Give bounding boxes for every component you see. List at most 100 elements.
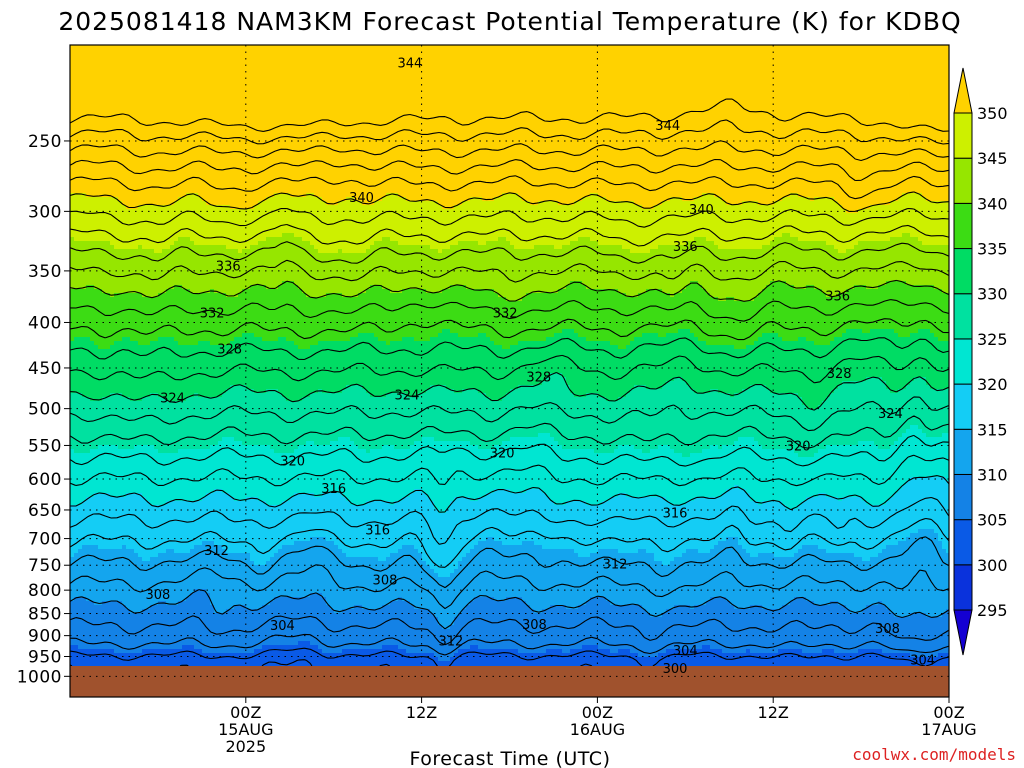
field-cell: [270, 197, 275, 238]
field-cell: [582, 285, 587, 338]
field-cell: [126, 609, 131, 654]
field-cell: [214, 545, 219, 614]
field-cell: [602, 197, 607, 246]
field-cell: [482, 393, 487, 450]
field-cell: [934, 245, 939, 290]
field-cell: [490, 649, 495, 670]
field-cell: [334, 253, 339, 294]
field-cell: [882, 241, 887, 286]
field-cell: [602, 245, 607, 290]
field-cell: [738, 489, 743, 546]
field-cell: [606, 45, 611, 202]
field-cell: [890, 45, 895, 202]
field-cell: [222, 393, 227, 438]
field-cell: [606, 245, 611, 290]
field-cell: [494, 45, 499, 198]
field-cell: [378, 449, 383, 502]
field-cell: [82, 193, 87, 242]
field-cell: [786, 557, 791, 606]
field-cell: [738, 45, 743, 206]
field-cell: [378, 501, 383, 562]
field-cell: [286, 281, 291, 342]
field-cell: [282, 545, 287, 598]
field-cell: [766, 45, 771, 206]
field-cell: [482, 541, 487, 598]
field-cell: [662, 293, 667, 338]
field-cell: [118, 393, 123, 450]
field-cell: [926, 329, 931, 386]
field-cell: [82, 649, 87, 670]
field-cell: [418, 393, 423, 442]
field-cell: [934, 657, 939, 670]
field-cell: [198, 45, 203, 198]
field-cell: [570, 45, 575, 206]
field-cell: [78, 597, 83, 650]
field-cell: [86, 545, 91, 602]
field-cell: [570, 649, 575, 670]
field-cell: [442, 329, 447, 386]
field-cell: [734, 537, 739, 610]
field-cell: [794, 289, 799, 342]
field-cell: [294, 285, 299, 346]
field-cell: [370, 45, 375, 206]
field-cell: [146, 609, 151, 650]
field-cell: [514, 345, 519, 390]
field-cell: [182, 237, 187, 290]
field-cell: [726, 489, 731, 538]
field-cell: [786, 605, 791, 650]
field-cell: [662, 497, 667, 566]
field-cell: [402, 649, 407, 670]
field-cell: [150, 557, 155, 606]
field-cell: [482, 289, 487, 334]
field-cell: [258, 45, 263, 202]
field-cell: [162, 649, 167, 670]
field-cell: [598, 453, 603, 506]
field-cell: [670, 505, 675, 562]
field-cell: [342, 553, 347, 610]
colorbar-box: [953, 248, 973, 295]
field-cell: [262, 501, 267, 566]
field-cell: [694, 497, 699, 550]
field-cell: [310, 645, 315, 670]
field-cell: [150, 393, 155, 446]
field-cell: [738, 249, 743, 302]
field-cell: [90, 45, 95, 198]
field-cell: [690, 501, 695, 550]
field-cell: [150, 249, 155, 298]
field-cell: [666, 201, 671, 246]
field-cell: [870, 605, 875, 650]
field-cell: [534, 437, 539, 490]
field-cell: [410, 201, 415, 246]
field-cell: [106, 601, 111, 650]
field-cell: [78, 193, 83, 242]
field-cell: [406, 601, 411, 654]
field-cell: [350, 385, 355, 442]
field-cell: [698, 453, 703, 498]
field-cell: [910, 533, 915, 614]
field-cell: [466, 241, 471, 290]
field-cell: [882, 605, 887, 654]
field-cell: [914, 477, 919, 534]
field-cell: [818, 45, 823, 198]
field-cell: [154, 449, 159, 506]
field-cell: [842, 381, 847, 446]
field-cell: [686, 549, 691, 606]
field-cell: [146, 297, 151, 346]
field-cell: [82, 597, 87, 650]
field-cell: [806, 45, 811, 198]
field-cell: [946, 389, 949, 434]
field-cell: [342, 297, 347, 342]
field-cell: [126, 249, 131, 294]
field-cell: [254, 393, 259, 446]
field-cell: [862, 501, 867, 562]
field-cell: [302, 445, 307, 494]
field-cell: [538, 545, 543, 614]
field-cell: [854, 381, 859, 446]
field-cell: [158, 45, 163, 206]
field-cell: [538, 245, 543, 294]
field-cell: [862, 333, 867, 382]
field-cell: [614, 549, 619, 606]
field-cell: [350, 197, 355, 254]
field-cell: [190, 645, 195, 670]
field-cell: [546, 293, 551, 338]
